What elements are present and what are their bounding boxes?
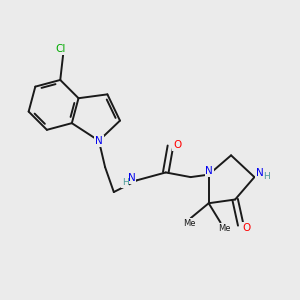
Text: O: O xyxy=(173,140,182,150)
Text: N: N xyxy=(206,166,213,176)
Text: H: H xyxy=(263,172,270,181)
Text: Cl: Cl xyxy=(56,44,66,55)
Text: H: H xyxy=(122,178,129,187)
Text: Me: Me xyxy=(218,224,230,232)
Text: N: N xyxy=(256,168,264,178)
Text: O: O xyxy=(243,223,251,232)
Text: Me: Me xyxy=(183,219,195,228)
Text: N: N xyxy=(128,173,135,183)
Text: N: N xyxy=(95,136,103,146)
